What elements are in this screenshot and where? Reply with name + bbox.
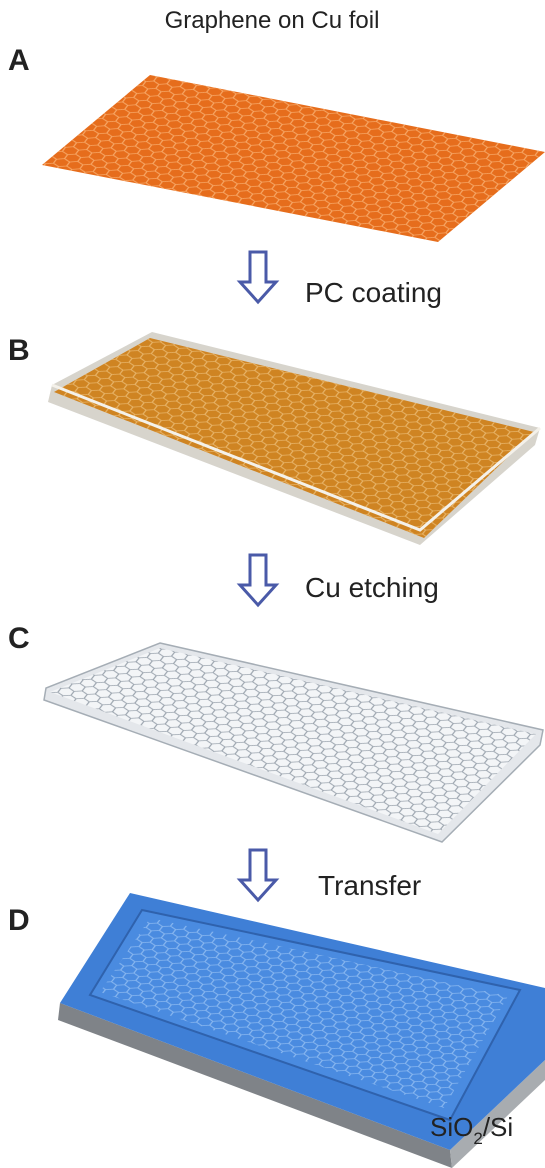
arrow xyxy=(240,252,276,302)
sheet-b xyxy=(48,332,540,545)
panel-label: B xyxy=(8,334,30,367)
panel-label: D xyxy=(8,904,30,937)
sheet-c xyxy=(44,643,543,842)
substrate-label-main: SiO xyxy=(430,1112,473,1142)
title: Graphene on Cu foil xyxy=(165,7,380,34)
arrow xyxy=(240,555,276,605)
substrate-label-rest: /Si xyxy=(483,1112,513,1142)
step-label: Transfer xyxy=(318,870,421,901)
panel-label: C xyxy=(8,622,30,655)
arrow xyxy=(240,850,276,900)
step-label: Cu etching xyxy=(305,572,439,603)
substrate-label-sub: 2 xyxy=(473,1129,482,1148)
diagram: Graphene on Cu foil A PC coating B Cu et… xyxy=(0,0,545,1168)
sheet-a xyxy=(42,75,545,242)
step-label: PC coating xyxy=(305,277,442,308)
page: Graphene on Cu foil A PC coating B Cu et… xyxy=(0,0,545,1168)
panel-label: A xyxy=(8,44,30,77)
